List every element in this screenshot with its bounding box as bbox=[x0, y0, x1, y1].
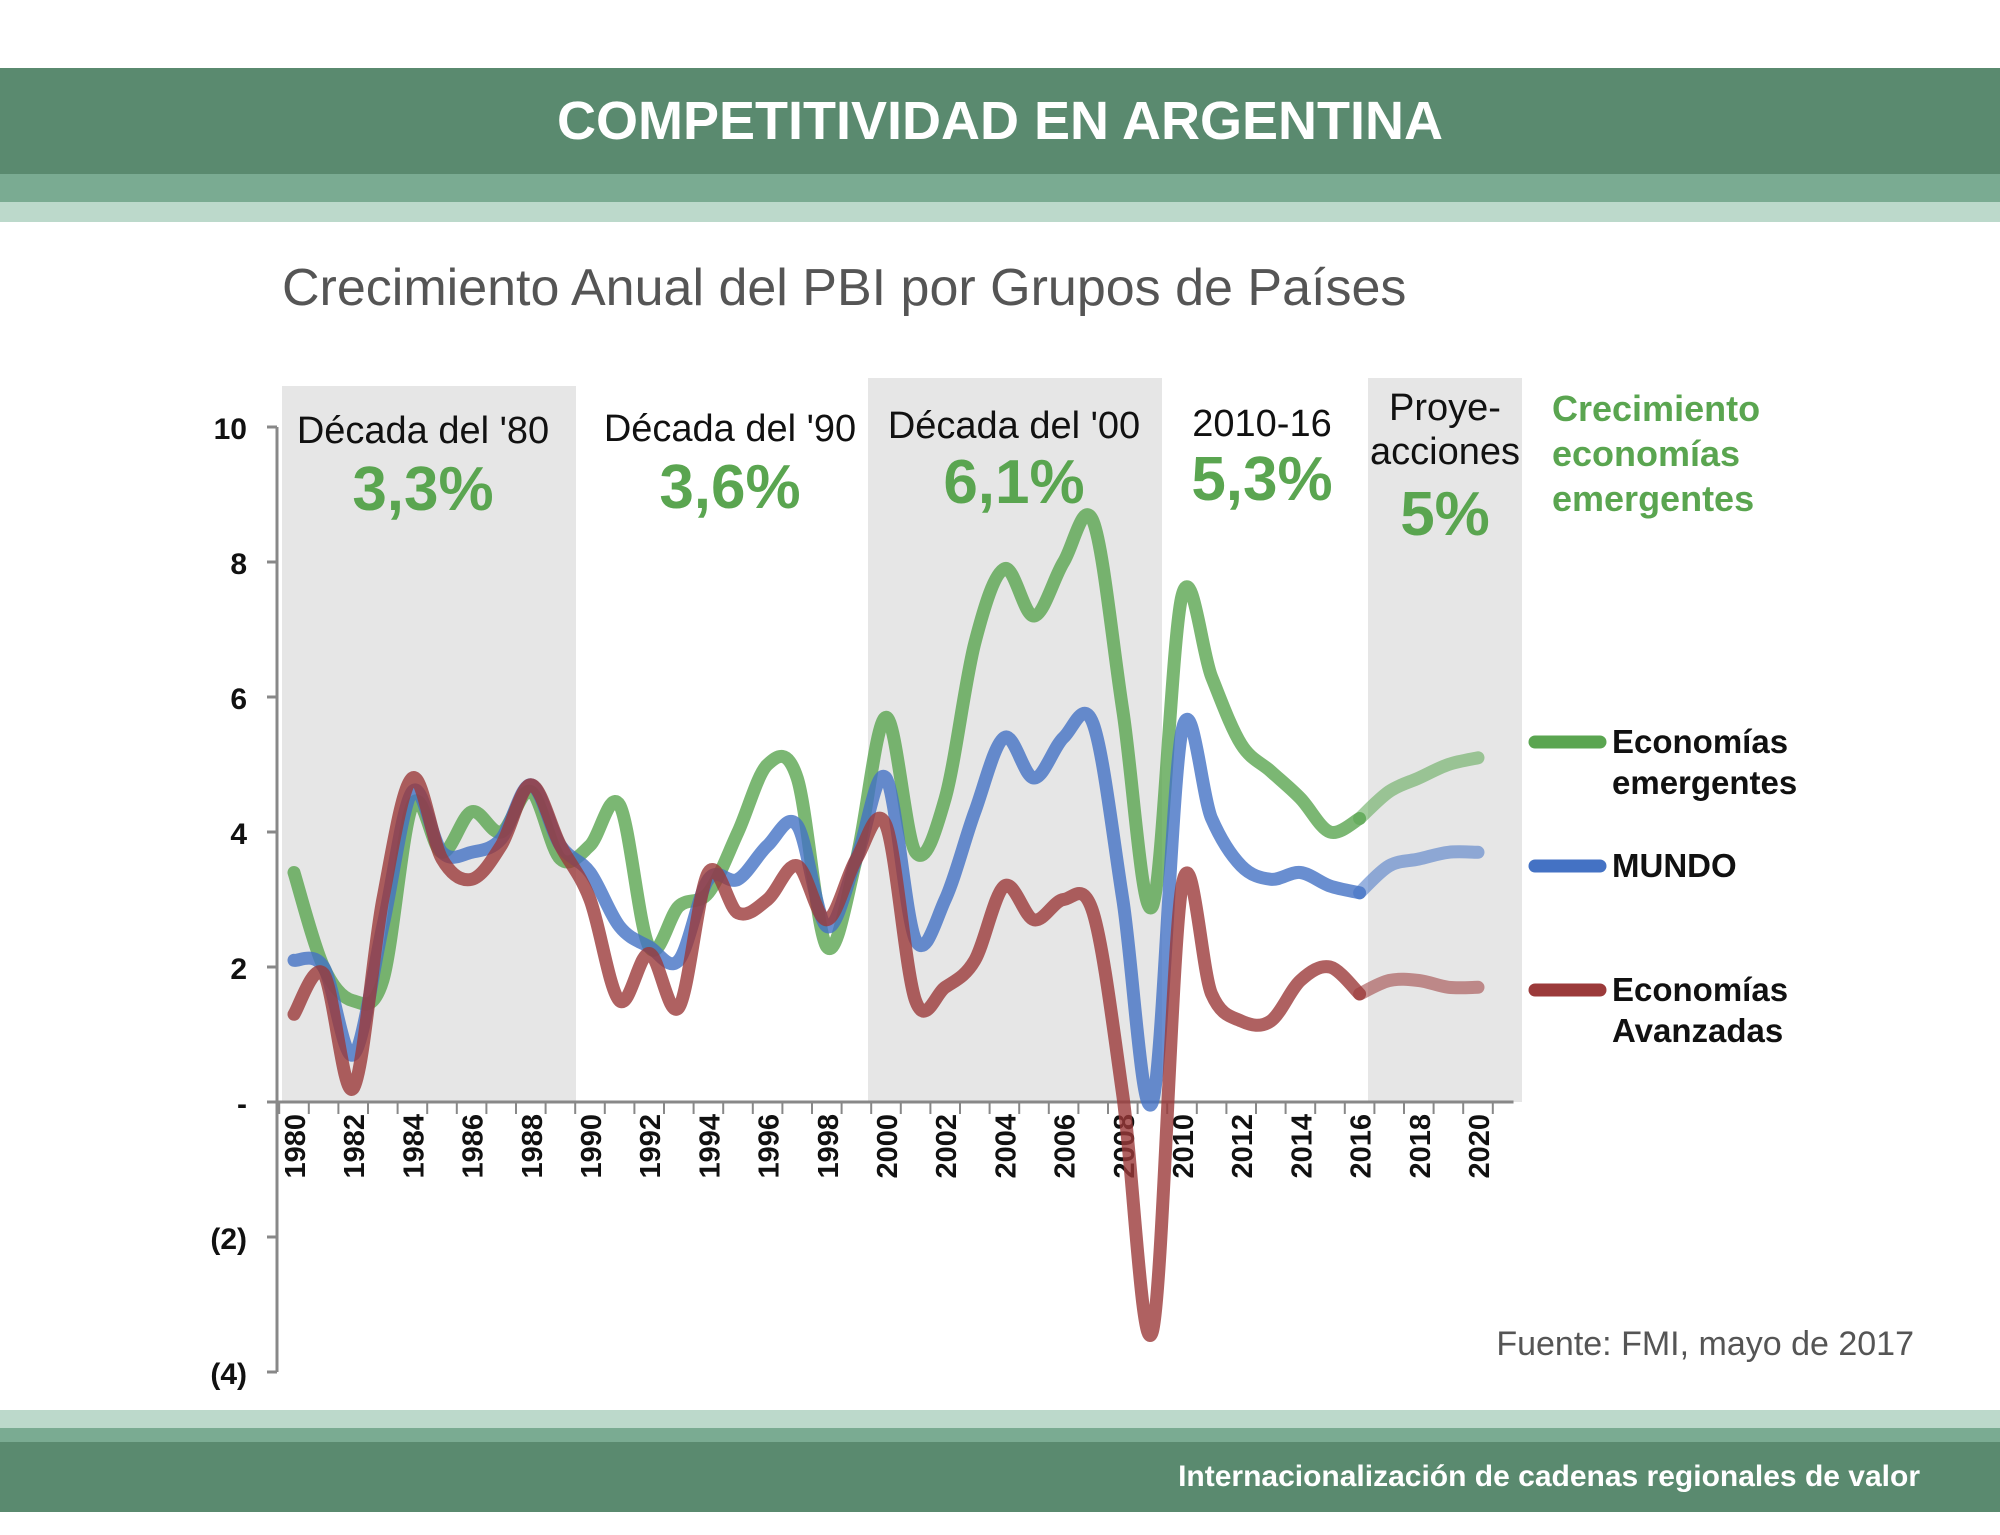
series-mundo-projection-line bbox=[1353, 845, 1485, 900]
header-stripe-light bbox=[0, 202, 2000, 222]
period-value-3: 5,3% bbox=[1191, 445, 1332, 514]
x-tick-label: 1980 bbox=[280, 1114, 312, 1179]
x-tick-label: 2018 bbox=[1405, 1114, 1437, 1179]
x-tick-label: 1998 bbox=[813, 1114, 845, 1179]
x-tick-label: 2014 bbox=[1286, 1114, 1318, 1179]
x-tick-label: 1994 bbox=[694, 1114, 726, 1179]
y-tick-label: (2) bbox=[210, 1223, 247, 1256]
period-label-3: 2010-16 bbox=[1192, 403, 1331, 445]
y-tick-label: - bbox=[237, 1088, 247, 1121]
footer-text: Internacionalización de cadenas regional… bbox=[1178, 1460, 1920, 1493]
x-tick-label: 2006 bbox=[1050, 1114, 1082, 1179]
x-tick-label: 2002 bbox=[931, 1114, 963, 1179]
y-tick-label: 10 bbox=[214, 413, 247, 446]
series-avanzadas-projection-line bbox=[1353, 972, 1485, 1001]
legend-emergentes-label: emergentes bbox=[1612, 764, 1797, 801]
x-tick-label: 1988 bbox=[517, 1114, 549, 1179]
y-tick-label: 6 bbox=[230, 683, 247, 716]
periods-caption-line: economías bbox=[1552, 433, 1740, 474]
series-avanzadas-line bbox=[287, 771, 1367, 1342]
x-tick-label: 1986 bbox=[458, 1114, 490, 1179]
period-value-4: 5% bbox=[1400, 480, 1490, 549]
period-label-2: Década del '00 bbox=[888, 405, 1140, 447]
period-value-0: 3,3% bbox=[352, 455, 493, 524]
period-label-4: acciones bbox=[1370, 431, 1520, 473]
legend-avanzadas-label: Economías bbox=[1612, 971, 1788, 1008]
x-tick-label: 1992 bbox=[635, 1114, 667, 1179]
series-emergentes-projection-line bbox=[1353, 751, 1485, 825]
y-tick-label: 4 bbox=[230, 818, 247, 851]
legend-mundo-label: MUNDO bbox=[1612, 847, 1737, 884]
x-tick-label: 2016 bbox=[1346, 1114, 1378, 1179]
y-tick-label: (4) bbox=[210, 1358, 247, 1391]
header-bar bbox=[0, 68, 2000, 174]
footer-stripe-mid bbox=[0, 1428, 2000, 1442]
period-value-1: 3,6% bbox=[659, 453, 800, 522]
period-label-4: Proye- bbox=[1389, 387, 1501, 429]
source-note: Fuente: FMI, mayo de 2017 bbox=[1496, 1325, 1914, 1363]
header-title: COMPETITIVIDAD EN ARGENTINA bbox=[556, 91, 1444, 151]
y-tick-label: 2 bbox=[230, 953, 247, 986]
period-label-1: Década del '90 bbox=[604, 408, 856, 450]
x-tick-label: 1996 bbox=[754, 1114, 786, 1179]
y-tick-label: 8 bbox=[230, 548, 247, 581]
periods-caption-line: emergentes bbox=[1552, 478, 1754, 519]
x-tick-label: 2010 bbox=[1168, 1114, 1200, 1179]
periods-caption-line: Crecimiento bbox=[1552, 388, 1760, 429]
x-tick-label: 2000 bbox=[872, 1114, 904, 1179]
x-tick-label: 1982 bbox=[339, 1114, 371, 1179]
x-tick-label: 2012 bbox=[1227, 1114, 1259, 1179]
legend-emergentes-label: Economías bbox=[1612, 723, 1788, 760]
x-tick-label: 2020 bbox=[1464, 1114, 1496, 1179]
x-tick-label: 1984 bbox=[398, 1114, 430, 1179]
header-stripe-mid bbox=[0, 174, 2000, 202]
x-tick-label: 2004 bbox=[990, 1114, 1022, 1179]
legend-avanzadas-label: Avanzadas bbox=[1612, 1012, 1783, 1049]
footer-stripe-light bbox=[0, 1410, 2000, 1428]
period-label-0: Década del '80 bbox=[297, 410, 549, 452]
period-value-2: 6,1% bbox=[943, 448, 1084, 517]
chart-title: Crecimiento Anual del PBI por Grupos de … bbox=[282, 259, 1407, 317]
x-tick-label: 1990 bbox=[576, 1114, 608, 1179]
footer-bar bbox=[0, 1442, 2000, 1512]
